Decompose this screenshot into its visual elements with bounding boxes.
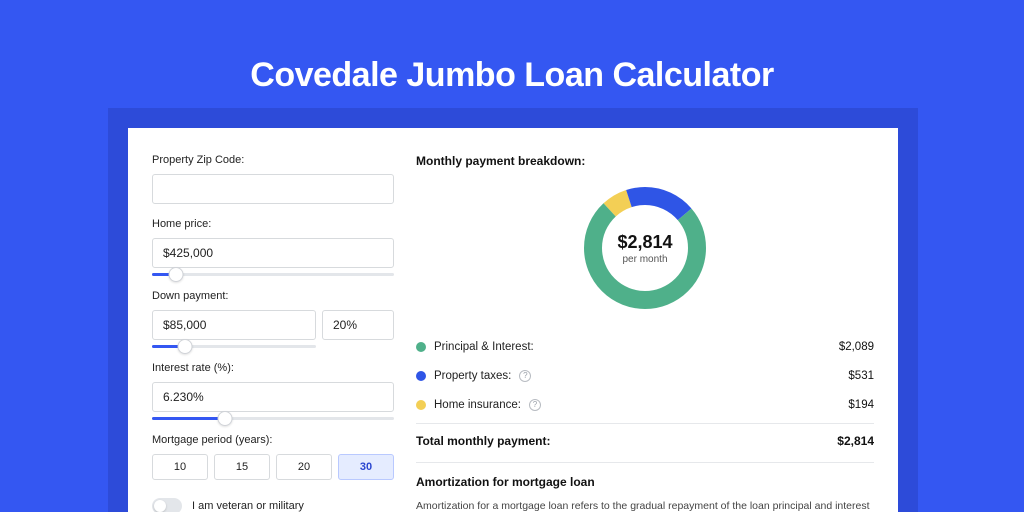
total-label: Total monthly payment: <box>416 434 550 448</box>
veteran-toggle[interactable] <box>152 498 182 512</box>
period-button-10[interactable]: 10 <box>152 454 208 480</box>
period-button-15[interactable]: 15 <box>214 454 270 480</box>
price-label: Home price: <box>152 218 394 230</box>
period-label: Mortgage period (years): <box>152 434 394 446</box>
price-slider[interactable] <box>152 273 394 276</box>
period-field: Mortgage period (years): 10152030 <box>152 434 394 480</box>
zip-field: Property Zip Code: <box>152 154 394 204</box>
legend-dot-pi <box>416 342 426 352</box>
donut-center-amount: $2,814 <box>617 232 672 252</box>
total-value: $2,814 <box>837 434 874 448</box>
downpayment-label: Down payment: <box>152 290 394 302</box>
downpayment-field: Down payment: <box>152 290 394 340</box>
legend-label-ins: Home insurance: <box>434 399 521 411</box>
legend-row-tax: Property taxes:? $531 <box>416 361 874 390</box>
legend-value-ins: $194 <box>848 399 874 411</box>
total-row: Total monthly payment: $2,814 <box>416 423 874 460</box>
veteran-label: I am veteran or military <box>192 500 304 512</box>
donut-center-sub: per month <box>622 254 667 265</box>
price-field: Home price: <box>152 218 394 268</box>
downpayment-percent-input[interactable] <box>322 310 394 340</box>
legend-label-pi: Principal & Interest: <box>434 341 534 353</box>
amortization-title: Amortization for mortgage loan <box>416 475 874 489</box>
calculator-panel: Property Zip Code: Home price: Down paym… <box>128 128 898 512</box>
donut-chart: $2,814 per month <box>575 178 715 318</box>
veteran-row: I am veteran or military <box>152 498 394 512</box>
legend-label-tax: Property taxes: <box>434 370 511 382</box>
breakdown-column: Monthly payment breakdown: $2,814 per mo… <box>416 154 874 512</box>
legend-value-pi: $2,089 <box>839 341 874 353</box>
legend-dot-ins <box>416 400 426 410</box>
legend-row-pi: Principal & Interest: $2,089 <box>416 332 874 361</box>
legend-dot-tax <box>416 371 426 381</box>
rate-field: Interest rate (%): <box>152 362 394 412</box>
amortization-section: Amortization for mortgage loan Amortizat… <box>416 462 874 512</box>
rate-label: Interest rate (%): <box>152 362 394 374</box>
rate-slider[interactable] <box>152 417 394 420</box>
rate-input[interactable] <box>152 382 394 412</box>
period-button-30[interactable]: 30 <box>338 454 394 480</box>
breakdown-title: Monthly payment breakdown: <box>416 154 874 168</box>
downpayment-slider[interactable] <box>152 345 316 348</box>
amortization-text: Amortization for a mortgage loan refers … <box>416 499 874 512</box>
legend: Principal & Interest: $2,089 Property taxe… <box>416 332 874 419</box>
donut-chart-wrap: $2,814 per month <box>416 174 874 332</box>
legend-value-tax: $531 <box>848 370 874 382</box>
legend-row-ins: Home insurance:? $194 <box>416 390 874 419</box>
zip-label: Property Zip Code: <box>152 154 394 166</box>
page-background: Covedale Jumbo Loan Calculator Property … <box>0 0 1024 512</box>
info-icon[interactable]: ? <box>529 399 541 411</box>
inputs-column: Property Zip Code: Home price: Down paym… <box>152 154 394 512</box>
price-input[interactable] <box>152 238 394 268</box>
page-title: Covedale Jumbo Loan Calculator <box>0 56 1024 95</box>
downpayment-amount-input[interactable] <box>152 310 316 340</box>
period-button-20[interactable]: 20 <box>276 454 332 480</box>
zip-input[interactable] <box>152 174 394 204</box>
info-icon[interactable]: ? <box>519 370 531 382</box>
